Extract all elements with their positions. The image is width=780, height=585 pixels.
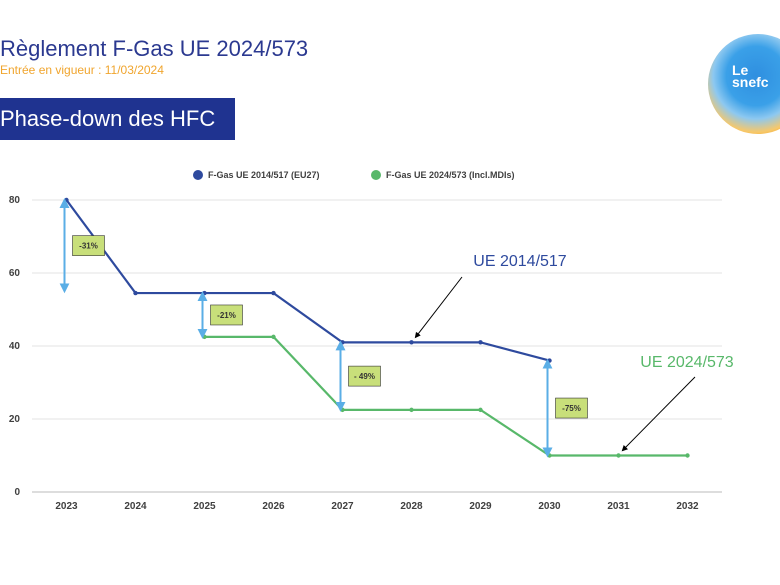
y-tick-label: 0: [14, 487, 20, 498]
reduction-box: [72, 235, 105, 256]
data-point: [133, 290, 138, 296]
series-callout-label: UE 2024/573: [640, 354, 734, 371]
data-point: [547, 358, 552, 363]
data-point: [271, 290, 276, 296]
data-point: [478, 407, 483, 413]
callout-arrow: [414, 276, 463, 339]
data-point: [202, 334, 207, 340]
x-tick-label: 2028: [400, 501, 423, 512]
x-tick-label: 2023: [55, 501, 78, 512]
data-point: [64, 197, 69, 203]
page-title: Règlement F-Gas UE 2024/573: [0, 36, 309, 61]
data-point: [547, 453, 552, 458]
data-point: [409, 407, 414, 413]
y-tick-label: 20: [9, 414, 21, 425]
reduction-label: -21%: [217, 311, 236, 320]
data-point: [340, 340, 345, 345]
reduction-label: -31%: [79, 242, 98, 251]
data-point: [271, 334, 276, 340]
data-point: [409, 340, 414, 345]
snefcca-logo: Le snefc: [708, 34, 780, 134]
x-tick-label: 2031: [607, 501, 630, 512]
reduction-box: [555, 397, 588, 419]
section-banner: Phase-down des HFC: [0, 98, 235, 140]
reduction-label: - 49%: [354, 372, 375, 381]
y-tick-label: 60: [9, 268, 21, 279]
x-tick-label: 2032: [676, 501, 699, 512]
y-tick-label: 40: [9, 341, 21, 352]
data-point: [202, 290, 207, 296]
reduction-box: [348, 365, 381, 387]
x-tick-label: 2029: [469, 501, 492, 512]
data-point: [340, 407, 345, 413]
logo-line-1: Le: [732, 62, 749, 78]
x-tick-label: 2027: [331, 501, 354, 512]
data-point: [685, 453, 690, 458]
data-point: [478, 340, 483, 345]
data-point: [616, 453, 621, 458]
logo-line-2: snefc: [732, 74, 769, 90]
legend-entry: F-Gas UE 2014/517 (EU27): [208, 170, 320, 180]
legend-marker: [193, 170, 203, 180]
reduction-box: [210, 304, 243, 326]
legend-marker: [371, 170, 381, 180]
callout-arrow: [621, 376, 696, 452]
y-tick-label: 80: [9, 195, 21, 206]
x-tick-label: 2024: [124, 501, 147, 512]
legend-entry: F-Gas UE 2024/573 (Incl.MDIs): [386, 170, 515, 180]
series-line: [65, 199, 550, 362]
entry-into-force-date: Entrée en vigueur : 11/03/2024: [0, 63, 164, 77]
series-callout-label: UE 2014/517: [473, 253, 567, 270]
series-line: [204, 335, 688, 457]
x-tick-label: 2025: [193, 501, 216, 512]
hfc-phase-down-chart: 0 20 40 60 80 2023 2024 2025 2026 2027 2028 2029 203…: [9, 170, 734, 512]
x-tick-label: 2030: [538, 501, 561, 512]
x-tick-label: 2026: [262, 501, 285, 512]
reduction-label: -75%: [562, 404, 581, 413]
